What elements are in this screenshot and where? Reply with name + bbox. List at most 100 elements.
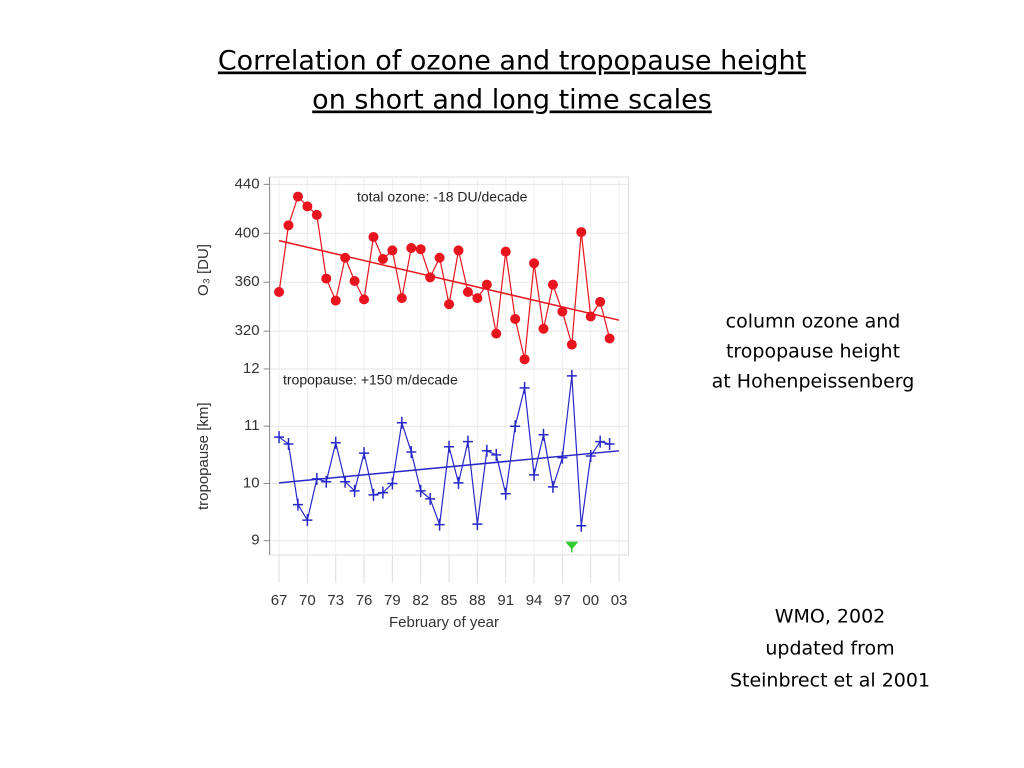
title-line: Correlation of ozone and tropopause heig… <box>218 46 806 77</box>
data-point <box>462 287 473 298</box>
data-point <box>406 242 417 253</box>
data-point <box>547 480 558 493</box>
x-tick-label: 03 <box>611 592 628 609</box>
data-point <box>330 295 341 306</box>
data-point <box>377 486 388 499</box>
data-point <box>491 448 502 461</box>
data-point <box>311 209 322 220</box>
note-line: WMO, 2002 <box>775 606 886 628</box>
data-point <box>274 431 285 444</box>
y-tick-label: 360 <box>235 273 260 290</box>
data-point <box>519 354 530 365</box>
x-tick-label: 73 <box>327 592 344 609</box>
data-point <box>321 475 332 488</box>
data-point <box>274 287 285 298</box>
y-tick-label: 400 <box>235 224 260 241</box>
highlight-marker <box>565 541 579 553</box>
data-point <box>368 231 379 242</box>
data-point <box>444 299 455 310</box>
data-point <box>434 252 445 263</box>
data-point <box>576 227 587 238</box>
data-point <box>538 428 549 441</box>
x-axis-label: February of year <box>389 614 499 631</box>
data-point <box>500 246 511 257</box>
data-point <box>538 323 549 334</box>
data-point <box>510 420 521 433</box>
note-line: tropopause height <box>726 341 900 363</box>
data-point <box>472 293 483 304</box>
data-point <box>547 279 558 290</box>
x-tick-label: 70 <box>299 592 316 609</box>
x-tick-label: 79 <box>384 592 401 609</box>
data-point <box>396 293 407 304</box>
data-point <box>406 445 417 458</box>
data-point <box>368 488 379 501</box>
data-point <box>359 447 370 460</box>
annotation: total ozone: -18 DU/decade <box>357 189 528 205</box>
x-tick-label: 91 <box>497 592 514 609</box>
data-point <box>377 253 388 264</box>
data-point <box>359 294 370 305</box>
data-point <box>595 435 606 448</box>
note-line: updated from <box>765 638 894 660</box>
data-point <box>340 475 351 488</box>
x-tick-label: 00 <box>582 592 599 609</box>
data-point <box>557 306 568 317</box>
data-point <box>529 468 540 481</box>
x-tick-label: 82 <box>412 592 429 609</box>
data-point <box>462 435 473 448</box>
data-point <box>566 339 577 350</box>
title-line: on short and long time scales <box>312 85 712 116</box>
data-point <box>396 416 407 429</box>
data-point <box>519 381 530 394</box>
data-point <box>585 449 596 462</box>
data-point <box>481 444 492 457</box>
x-tick-label: 85 <box>441 592 458 609</box>
data-point <box>604 333 615 344</box>
data-point <box>500 487 511 500</box>
data-point <box>566 369 577 382</box>
data-point <box>604 437 615 450</box>
data-point <box>595 296 606 307</box>
y-tick-label: 12 <box>243 360 260 377</box>
note-line: at Hohenpeissenberg <box>712 371 915 393</box>
y-tick-label: 320 <box>235 322 260 339</box>
y-tick-label: 10 <box>243 474 260 491</box>
data-point <box>292 191 303 202</box>
data-point <box>434 518 445 531</box>
note-line: Steinbrect et al 2001 <box>730 670 930 692</box>
data-point <box>283 437 294 450</box>
data-point <box>283 220 294 231</box>
data-point <box>453 245 464 256</box>
data-line <box>278 375 610 526</box>
y-axis-label: O₃ [DU] <box>195 244 212 296</box>
y-tick-label: 11 <box>244 417 260 434</box>
x-tick-label: 76 <box>356 592 373 609</box>
data-point <box>529 258 540 269</box>
data-point <box>340 252 351 263</box>
data-point <box>425 272 436 283</box>
data-point <box>510 313 521 324</box>
data-point <box>472 518 483 531</box>
data-point <box>481 279 492 290</box>
data-point <box>444 440 455 453</box>
y-tick-label: 9 <box>251 532 259 549</box>
data-point <box>425 492 436 505</box>
x-tick-label: 97 <box>554 592 571 609</box>
x-tick-label: 88 <box>469 592 486 609</box>
y-axis-label: tropopause [km] <box>195 402 212 510</box>
data-point <box>321 273 332 284</box>
data-point <box>330 436 341 449</box>
note-line: column ozone and <box>726 311 901 333</box>
data-point <box>387 477 398 490</box>
data-point <box>349 484 360 497</box>
y-tick-label: 440 <box>235 175 260 192</box>
data-point <box>576 519 587 532</box>
data-point <box>387 245 398 256</box>
data-point <box>292 498 303 511</box>
data-point <box>349 276 360 287</box>
data-point <box>302 514 313 527</box>
data-point <box>415 244 426 255</box>
data-point <box>311 472 322 485</box>
